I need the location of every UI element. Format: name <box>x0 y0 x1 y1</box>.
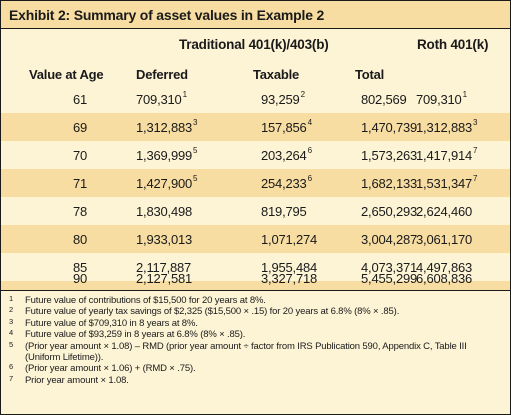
age-cell: 78 <box>72 204 88 219</box>
footnote-3: 3 Future value of $709,310 in 8 years at … <box>9 316 198 329</box>
roth-cell: 1,312,8833 <box>416 118 478 135</box>
exhibit-title: Exhibit 2: Summary of asset values in Ex… <box>1 1 510 29</box>
roth-cell: 3,061,170 <box>416 232 473 247</box>
deferred-cell: 1,933,013 <box>136 232 193 247</box>
footnote-2: 2 Future value of yearly tax savings of $… <box>9 305 400 318</box>
total-cell: 802,569 <box>361 92 407 107</box>
col-header-taxable: Taxable <box>253 67 300 82</box>
deferred-cell: 2,127,581 <box>136 271 193 286</box>
table-row: 78 1,830,498 819,795 2,650,293 2,624,460 <box>1 197 510 225</box>
taxable-cell: 203,2646 <box>261 146 312 163</box>
col-header-deferred: Deferred <box>136 67 188 82</box>
footnotes: 1 Future value of contributions of $15,50… <box>9 294 504 386</box>
table-row: 71 1,427,9005 254,2336 1,682,133 1,531,3… <box>1 169 510 197</box>
footnote-5: 5 (Prior year amount × 1.08) – RMD (prior… <box>9 339 467 352</box>
total-cell: 5,455,299 <box>361 271 418 286</box>
roth-cell: 709,3101 <box>416 90 467 107</box>
roth-cell: 6,608,836 <box>416 271 473 286</box>
footnote-4: 4 Future value of $93,259 in 8 years at 6… <box>9 328 246 341</box>
deferred-cell: 709,3101 <box>136 90 187 107</box>
table-row-partial <box>1 281 510 291</box>
footnote-6: 6 (Prior year amount × 1.06) + (RMD × .75… <box>9 362 196 375</box>
roth-group-header: Roth 401(k) <box>417 37 489 52</box>
roth-cell: 1,417,9147 <box>416 146 478 163</box>
age-cell: 90 <box>72 271 88 286</box>
table-row: 70 1,369,9995 203,2646 1,573,263 1,417,9… <box>1 141 510 169</box>
col-header-total: Total <box>355 67 385 82</box>
col-header-age: Value at Age <box>29 67 104 82</box>
taxable-cell: 3,327,718 <box>261 271 318 286</box>
age-cell: 61 <box>72 92 88 107</box>
table-row: 80 1,933,013 1,071,274 3,004,287 3,061,1… <box>1 225 510 253</box>
footnote-divider <box>1 290 510 291</box>
age-cell: 70 <box>72 148 88 163</box>
taxable-cell: 1,071,274 <box>261 232 318 247</box>
taxable-cell: 157,8564 <box>261 118 312 135</box>
footnote-7: 7 Prior year amount × 1.08. <box>9 373 129 386</box>
age-cell: 69 <box>72 120 88 135</box>
taxable-cell: 819,795 <box>261 204 307 219</box>
total-cell: 1,470,739 <box>361 120 418 135</box>
footnote-5-cont: (Uniform Lifetime)). <box>25 352 104 364</box>
age-cell: 71 <box>72 176 88 191</box>
total-cell: 3,004,287 <box>361 232 418 247</box>
deferred-cell: 1,830,498 <box>136 204 193 219</box>
total-cell: 4,073,371 <box>361 260 418 275</box>
table-row: 85 2,117,887 1,955,484 4,073,371 4,497,8… <box>1 253 510 281</box>
deferred-cell: 1,312,8833 <box>136 118 198 135</box>
table-row: 90 2,127,581 3,327,718 5,455,299 6,608,8… <box>1 263 510 291</box>
roth-cell: 1,531,3477 <box>416 174 478 191</box>
deferred-cell: 1,427,9005 <box>136 174 198 191</box>
deferred-cell: 2,117,887 <box>136 260 192 275</box>
age-cell: 80 <box>72 232 88 247</box>
footnote-1: 1 Future value of contributions of $15,50… <box>9 294 266 306</box>
taxable-cell: 254,2336 <box>261 174 312 191</box>
table-row: 61 709,3101 93,2592 802,569 709,3101 <box>1 85 510 113</box>
taxable-cell: 93,2592 <box>261 90 305 107</box>
age-cell: 85 <box>72 260 88 275</box>
total-cell: 1,682,133 <box>361 176 418 191</box>
table-row: 69 1,312,8833 157,8564 1,470,739 1,312,8… <box>1 113 510 141</box>
total-cell: 1,573,263 <box>361 148 418 163</box>
roth-cell: 2,624,460 <box>416 204 473 219</box>
traditional-group-header: Traditional 401(k)/403(b) <box>179 37 329 52</box>
total-cell: 2,650,293 <box>361 204 418 219</box>
taxable-cell: 1,955,484 <box>261 260 318 275</box>
deferred-cell: 1,369,9995 <box>136 146 198 163</box>
roth-cell: 4,497,863 <box>416 260 473 275</box>
